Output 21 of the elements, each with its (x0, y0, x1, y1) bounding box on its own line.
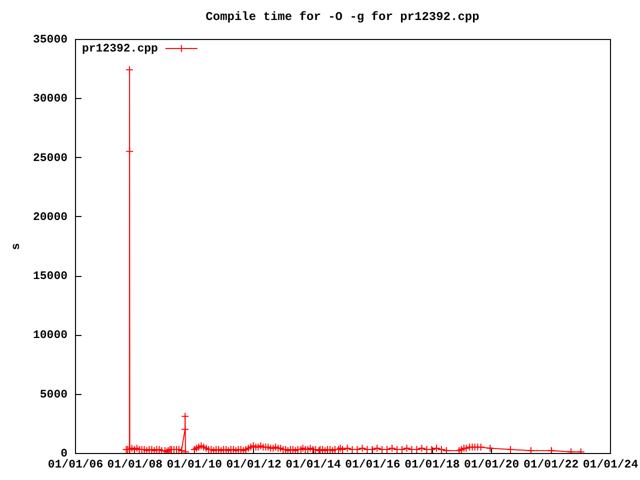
chart-title: Compile time for -O -g for pr12392.cpp (206, 10, 480, 24)
x-tick-label: 01/01/12 (226, 458, 282, 472)
legend-label: pr12392.cpp (82, 42, 158, 56)
y-tick-label: 5000 (40, 388, 68, 402)
y-axis-title: s (10, 242, 23, 250)
x-tick-label: 01/01/06 (48, 458, 104, 472)
x-tick-label: 01/01/08 (107, 458, 163, 472)
y-tick-label: 0 (60, 448, 68, 460)
y-tick-label: 25000 (32, 152, 68, 165)
y-tick-label: 10000 (32, 329, 68, 342)
x-tick-label: 01/01/10 (166, 458, 222, 472)
y-tick-label: 35000 (32, 34, 68, 46)
x-tick-label: 01/01/20 (464, 458, 520, 472)
x-tick-label: 01/01/24 (582, 458, 638, 472)
x-tick-label: 01/01/18 (404, 458, 460, 472)
x-tick-label: 01/01/22 (523, 458, 579, 472)
x-tick-label: 01/01/16 (345, 458, 400, 472)
x-tick-label: 01/01/14 (286, 458, 341, 472)
y-tick-label: 20000 (32, 210, 68, 224)
y-tick-label: 30000 (32, 92, 68, 106)
y-tick-label: 15000 (32, 270, 68, 284)
